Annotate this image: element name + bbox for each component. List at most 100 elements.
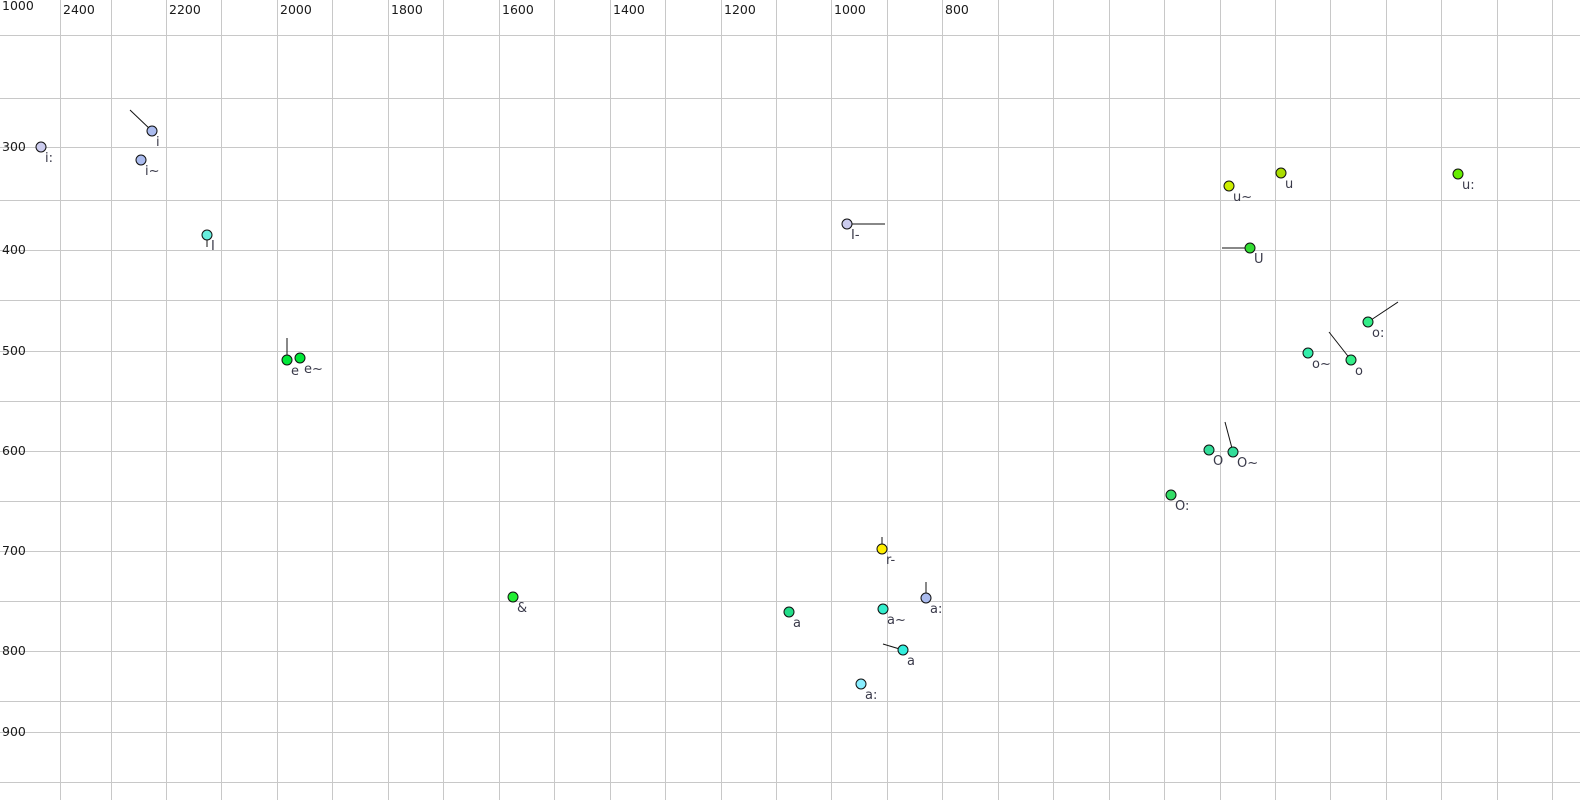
vowel-data-point[interactable] (1203, 444, 1215, 456)
gridline-horizontal (0, 401, 1580, 402)
vowel-data-point[interactable] (841, 218, 853, 230)
gridline-vertical (1497, 0, 1498, 800)
vowel-point-label: a: (930, 602, 943, 617)
vowel-data-point[interactable] (876, 543, 888, 555)
x-axis-tick-label: 2000 (280, 2, 312, 17)
vowel-data-point[interactable] (201, 229, 213, 241)
gridline-vertical (776, 0, 777, 800)
vowel-data-point[interactable] (1165, 489, 1177, 501)
vowel-point-label: I (211, 239, 215, 254)
vowel-data-point[interactable] (294, 352, 306, 364)
gridline-horizontal (0, 200, 1580, 201)
vowel-data-point[interactable] (135, 154, 147, 166)
vowel-point-label: i~ (145, 164, 160, 179)
gridline-horizontal (0, 351, 1580, 352)
gridline-vertical (111, 0, 112, 800)
y-axis-tick-label: 900 (2, 724, 26, 739)
vowel-point-label: o: (1372, 326, 1385, 341)
gridline-vertical (1275, 0, 1276, 800)
vowel-data-point[interactable] (1302, 347, 1314, 359)
gridline-vertical (60, 0, 61, 800)
gridline-vertical (1552, 0, 1553, 800)
vowel-data-point[interactable] (1452, 168, 1464, 180)
vowel-data-point[interactable] (1244, 242, 1256, 254)
vowel-point-label: a (793, 616, 801, 631)
gridline-vertical (499, 0, 500, 800)
gridline-horizontal (0, 250, 1580, 251)
gridline-horizontal (0, 601, 1580, 602)
vowel-point-label: & (517, 601, 528, 616)
gridline-vertical (610, 0, 611, 800)
gridline-vertical (166, 0, 167, 800)
gridline-vertical (1109, 0, 1110, 800)
x-axis-tick-label: 2400 (63, 2, 95, 17)
y-axis-tick-label: 1000 (2, 0, 34, 13)
x-axis-tick-label: 1000 (834, 2, 866, 17)
y-axis-tick-label: 400 (2, 242, 26, 257)
vowel-point-label: I- (851, 228, 860, 243)
gridline-horizontal (0, 701, 1580, 702)
x-axis-tick-label: 1800 (391, 2, 423, 17)
vowel-data-point[interactable] (897, 644, 909, 656)
gridline-horizontal (0, 451, 1580, 452)
y-axis-tick-label: 700 (2, 543, 26, 558)
gridline-horizontal (0, 98, 1580, 99)
vowel-point-label: a: (865, 688, 878, 703)
vowel-data-point[interactable] (877, 603, 889, 615)
gridline-vertical (388, 0, 389, 800)
vowel-data-point[interactable] (920, 592, 932, 604)
y-axis-tick-label: 800 (2, 643, 26, 658)
vowel-data-point[interactable] (1223, 180, 1235, 192)
vowel-data-point[interactable] (146, 125, 158, 137)
y-axis-tick-label: 300 (2, 139, 26, 154)
vowel-data-point[interactable] (1362, 316, 1374, 328)
vowel-data-point[interactable] (507, 591, 519, 603)
gridline-vertical (1330, 0, 1331, 800)
gridline-vertical (942, 0, 943, 800)
gridline-vertical (1220, 0, 1221, 800)
x-axis-tick-label: 800 (945, 2, 969, 17)
vowel-data-point[interactable] (855, 678, 867, 690)
vowel-point-label: r- (886, 553, 896, 568)
gridline-horizontal (0, 35, 1580, 36)
gridline-vertical (443, 0, 444, 800)
vowel-point-label: O (1213, 454, 1224, 469)
vowel-data-point[interactable] (1275, 167, 1287, 179)
vowel-point-label: o~ (1312, 357, 1331, 372)
vowel-point-label: e (291, 364, 299, 379)
vowel-data-point[interactable] (281, 354, 293, 366)
gridline-vertical (277, 0, 278, 800)
vowel-point-label: O~ (1237, 456, 1259, 471)
gridline-vertical (1053, 0, 1054, 800)
gridline-horizontal (0, 501, 1580, 502)
vowel-point-label: U (1254, 252, 1264, 267)
x-axis-tick-label: 1200 (724, 2, 756, 17)
vowel-data-point[interactable] (783, 606, 795, 618)
gridline-horizontal (0, 147, 1580, 148)
gridline-horizontal (0, 732, 1580, 733)
gridline-vertical (887, 0, 888, 800)
gridline-vertical (831, 0, 832, 800)
vowel-data-point[interactable] (1345, 354, 1357, 366)
gridline-horizontal (0, 551, 1580, 552)
vowel-point-label: o (1355, 364, 1363, 379)
gridline-vertical (998, 0, 999, 800)
x-axis-tick-label: 2200 (169, 2, 201, 17)
vowel-data-point[interactable] (35, 141, 47, 153)
gridline-vertical (1386, 0, 1387, 800)
y-axis-tick-label: 500 (2, 343, 26, 358)
vowel-point-label: i: (45, 151, 53, 166)
gridline-vertical (1164, 0, 1165, 800)
vowel-point-label: i (156, 135, 160, 150)
vowel-point-label: u~ (1233, 190, 1253, 205)
gridline-horizontal (0, 651, 1580, 652)
vowel-point-label: O: (1175, 499, 1190, 514)
vowel-data-point[interactable] (1227, 446, 1239, 458)
gridline-vertical (332, 0, 333, 800)
vowel-point-label: a~ (887, 613, 906, 628)
gridline-vertical (665, 0, 666, 800)
gridline-horizontal (0, 782, 1580, 783)
